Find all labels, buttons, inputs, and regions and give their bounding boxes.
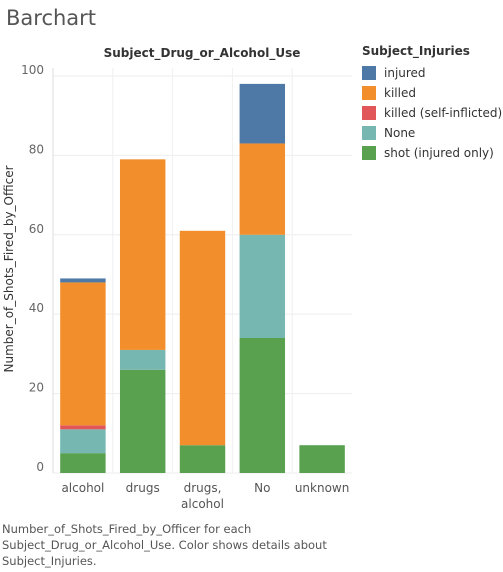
bar-segment bbox=[239, 234, 286, 338]
bar-segment bbox=[239, 338, 286, 473]
y-tick-label: 60 bbox=[29, 222, 44, 236]
y-tick-label: 100 bbox=[21, 63, 44, 77]
bar-segment bbox=[119, 159, 166, 350]
legend-item-killed[interactable]: killed bbox=[362, 83, 502, 103]
y-tick-label: 0 bbox=[36, 460, 44, 474]
legend-item-none[interactable]: None bbox=[362, 123, 502, 143]
legend-swatch-injured bbox=[362, 66, 376, 80]
bar-segment bbox=[239, 143, 286, 235]
x-tick-label: unknown bbox=[295, 481, 350, 495]
legend-label-shot-injured-only: shot (injured only) bbox=[384, 146, 494, 160]
bar-segment bbox=[119, 349, 166, 370]
y-tick-label: 80 bbox=[29, 142, 44, 156]
legend-swatch-shot-injured-only bbox=[362, 146, 376, 160]
legend-swatch-none bbox=[362, 126, 376, 140]
bar-segment bbox=[60, 278, 106, 283]
x-tick-label: No bbox=[254, 481, 270, 495]
legend-item-killed-self-inflicted[interactable]: killed (self-inflicted) bbox=[362, 103, 502, 123]
chart-title: Subject_Drug_or_Alcohol_Use bbox=[104, 46, 301, 61]
bar-segment bbox=[60, 429, 106, 454]
legend-item-injured[interactable]: injured bbox=[362, 63, 502, 83]
legend-swatch-killed-self-inflicted bbox=[362, 106, 376, 120]
x-tick-label: drugs, alcohol bbox=[181, 481, 224, 511]
legend-title: Subject_Injuries bbox=[362, 44, 470, 58]
x-tick-label: alcohol bbox=[61, 481, 104, 495]
legend-label-killed-self-inflicted: killed (self-inflicted) bbox=[384, 106, 503, 120]
bar-segment bbox=[119, 369, 166, 473]
y-tick-label: 20 bbox=[29, 381, 44, 395]
legend-item-shot-injured-only[interactable]: shot (injured only) bbox=[362, 143, 502, 163]
legend-label-injured: injured bbox=[384, 66, 426, 80]
bar-segment bbox=[299, 445, 345, 473]
bar-segment bbox=[179, 445, 226, 473]
bar-segment bbox=[239, 83, 286, 144]
legend-swatch-killed bbox=[362, 86, 376, 100]
legend: Subject_Injuries injured killed killed (… bbox=[362, 44, 502, 163]
legend-label-none: None bbox=[384, 126, 416, 140]
bar-segment bbox=[60, 453, 106, 473]
y-tick-label: 40 bbox=[29, 301, 44, 315]
sheet-title: Barchart bbox=[6, 6, 97, 30]
chart-caption: Number_of_Shots_Fired_by_Officer for eac… bbox=[2, 522, 327, 568]
bar-segment bbox=[60, 425, 106, 430]
bar-segment bbox=[60, 282, 106, 426]
x-tick-label: drugs bbox=[126, 481, 160, 495]
bar-segment bbox=[179, 230, 226, 446]
y-axis-label: Number_of_Shots_Fired_by_Officer bbox=[2, 165, 16, 372]
legend-label-killed: killed bbox=[384, 86, 416, 100]
